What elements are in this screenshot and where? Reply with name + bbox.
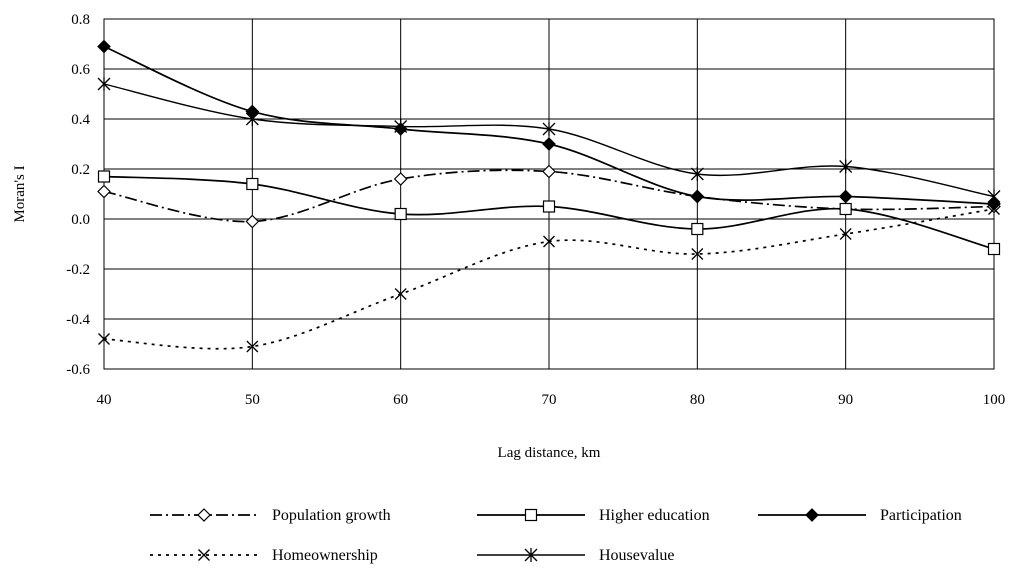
- marker-shape: [987, 197, 1001, 211]
- legend-swatch-marker: [524, 548, 538, 562]
- marker-shape: [542, 200, 556, 213]
- marker-shape: [987, 242, 1001, 256]
- y-tick-label: 0.4: [71, 112, 90, 128]
- legend-item-housevalue: Housevalue: [477, 547, 675, 564]
- marker-shape: [197, 508, 211, 522]
- data-point-housevalue: [987, 189, 1001, 204]
- data-point-housevalue: [245, 112, 259, 126]
- x-tick-label: 100: [983, 392, 1006, 408]
- series-homeownership: [98, 203, 1000, 353]
- data-point-higher-education: [97, 170, 111, 183]
- tick-labels: 0.8 0.6 0.4 0.2 0.0 -0.2 -0.4 -0.6 40 50 60 70 80 90 1…: [66, 12, 1005, 408]
- marker-stroke: [198, 549, 210, 561]
- y-tick-label: -0.6: [66, 362, 90, 378]
- marker-shape: [394, 207, 407, 221]
- y-tick-label: -0.4: [66, 312, 90, 328]
- marker-shape: [246, 177, 259, 191]
- marker-stroke: [691, 248, 704, 260]
- legend-swatch-marker: [805, 508, 819, 522]
- legend-item-population-growth: Population growth: [150, 507, 391, 524]
- data-point-population-growth: [542, 164, 556, 179]
- data-point-higher-education: [542, 200, 556, 213]
- legend-item-homeownership: Homeownership: [150, 547, 378, 564]
- x-axis-title: Lag distance, km: [498, 445, 601, 461]
- marker-shape: [691, 222, 704, 236]
- y-tick-label: -0.2: [66, 262, 90, 278]
- data-point-housevalue: [394, 119, 408, 134]
- data-point-higher-education: [394, 207, 407, 221]
- legend-swatch-marker: [197, 508, 211, 522]
- marker-shape: [805, 508, 819, 522]
- marker-shape: [393, 172, 408, 186]
- y-axis-title: Moran's I: [12, 165, 28, 222]
- marker-stroke: [839, 228, 852, 240]
- legend-item-higher-education: Higher education: [477, 507, 710, 524]
- x-tick-label: 60: [393, 392, 408, 408]
- data-point-housevalue: [690, 167, 704, 181]
- data-point-participation: [690, 189, 705, 204]
- marker-shape: [245, 214, 260, 229]
- legend-swatch-marker: [198, 549, 210, 561]
- x-tick-label: 80: [690, 392, 705, 408]
- legend: Population growth Higher education Partici…: [150, 507, 962, 564]
- data-point-higher-education: [691, 222, 704, 236]
- data-point-population-growth: [245, 214, 260, 229]
- x-tick-label: 40: [97, 392, 112, 408]
- legend-label: Participation: [880, 507, 962, 524]
- series-housevalue: [97, 77, 1001, 204]
- data-point-housevalue: [97, 77, 111, 91]
- y-tick-label: 0.0: [71, 212, 90, 228]
- data-point-homeownership: [839, 228, 852, 240]
- marker-shape: [97, 39, 111, 54]
- data-point-participation: [987, 197, 1001, 211]
- data-point-population-growth: [393, 172, 408, 186]
- data-point-higher-education: [839, 202, 852, 216]
- legend-label: Higher education: [599, 507, 710, 524]
- data-point-higher-education: [987, 242, 1001, 256]
- y-tick-label: 0.2: [71, 162, 90, 178]
- data-point-participation: [97, 39, 111, 54]
- x-tick-label: 50: [245, 392, 260, 408]
- data-point-housevalue: [542, 122, 556, 136]
- data-point-participation: [542, 137, 556, 151]
- legend-item-participation: Participation: [758, 507, 962, 524]
- data-point-higher-education: [246, 177, 259, 191]
- legend-swatch-marker: [524, 508, 538, 522]
- marker-stroke: [543, 235, 555, 248]
- x-tick-label: 90: [838, 392, 853, 408]
- marker-shape: [542, 164, 556, 179]
- data-point-homeownership: [691, 248, 704, 260]
- marker-stroke: [98, 333, 110, 345]
- data-point-housevalue: [839, 159, 853, 174]
- y-tick-label: 0.6: [71, 62, 90, 78]
- marker-shape: [97, 184, 111, 199]
- marker-stroke: [246, 340, 259, 353]
- data-point-homeownership: [988, 203, 1000, 215]
- x-tick-label: 70: [542, 392, 557, 408]
- data-point-homeownership: [98, 333, 110, 345]
- legend-label: Population growth: [272, 507, 391, 524]
- data-point-homeownership: [394, 288, 407, 300]
- series-higher-education: [97, 170, 1001, 256]
- marker-shape: [542, 137, 556, 151]
- data-point-homeownership: [246, 340, 259, 353]
- y-tick-label: 0.8: [71, 12, 90, 28]
- marker-shape: [839, 202, 852, 216]
- legend-label: Housevalue: [599, 547, 675, 564]
- marker-shape: [97, 170, 111, 183]
- data-point-population-growth: [97, 184, 111, 199]
- marker-stroke: [394, 288, 407, 300]
- series-layer: [97, 39, 1001, 353]
- data-point-participation: [838, 189, 853, 204]
- data-point-homeownership: [543, 235, 555, 248]
- marker-shape: [524, 508, 538, 522]
- legend-label: Homeownership: [272, 547, 378, 564]
- marker-shape: [690, 189, 705, 204]
- marker-shape: [838, 189, 853, 204]
- marker-stroke: [988, 203, 1000, 215]
